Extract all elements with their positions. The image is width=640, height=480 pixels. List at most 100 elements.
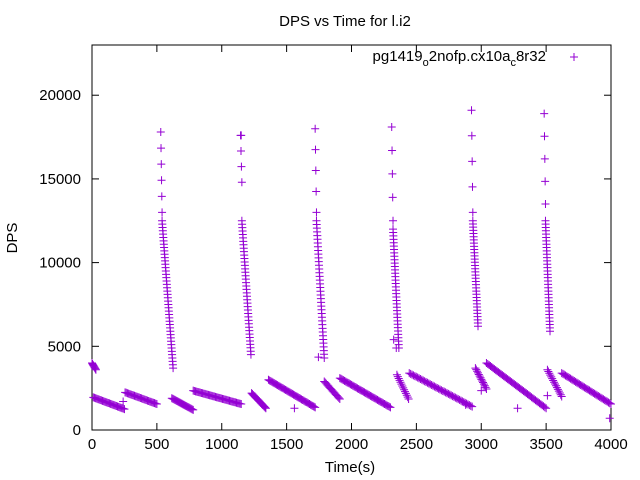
data-point	[477, 375, 486, 384]
data-point	[466, 401, 475, 410]
data-point	[399, 383, 408, 392]
data-point	[261, 403, 270, 412]
data-point	[189, 405, 198, 414]
data-point	[557, 392, 566, 401]
data-point	[540, 109, 549, 118]
x-tick-label: 2500	[400, 436, 433, 453]
data-point	[402, 391, 411, 400]
x-axis-title: Time(s)	[325, 459, 375, 476]
data-point	[461, 400, 470, 409]
data-points	[88, 106, 615, 423]
data-point	[474, 322, 483, 331]
data-point	[482, 384, 491, 393]
data-point	[157, 176, 166, 185]
x-tick-label: 1000	[205, 436, 238, 453]
data-point	[290, 404, 299, 413]
data-point	[156, 128, 165, 137]
data-point	[157, 192, 166, 201]
data-point	[556, 390, 565, 399]
data-point	[479, 378, 488, 387]
data-point	[320, 354, 329, 363]
data-point	[473, 368, 482, 377]
data-point	[467, 106, 476, 115]
data-point	[311, 124, 320, 133]
y-tick-label: 20000	[39, 87, 81, 104]
x-tick-label: 4000	[594, 436, 627, 453]
data-point	[555, 388, 564, 397]
data-point	[388, 193, 397, 202]
data-point	[400, 387, 409, 396]
data-point	[394, 374, 403, 383]
data-point	[404, 395, 413, 404]
data-point	[545, 369, 554, 378]
data-point	[471, 364, 480, 373]
legend: pg1419o2nofp.cx10ac8r32	[373, 48, 578, 69]
data-point	[548, 374, 557, 383]
data-point	[152, 400, 161, 409]
data-point	[550, 378, 559, 387]
data-point	[543, 365, 552, 374]
data-point	[335, 395, 344, 404]
data-point	[260, 402, 269, 411]
data-point	[389, 335, 398, 344]
data-point	[513, 404, 522, 413]
data-point	[474, 370, 483, 379]
data-point	[393, 372, 402, 381]
data-point	[119, 397, 128, 406]
x-tick-label: 0	[88, 436, 96, 453]
data-point	[607, 400, 615, 409]
data-point	[549, 376, 558, 385]
data-point	[403, 393, 412, 402]
data-point	[553, 385, 562, 394]
data-point	[188, 405, 197, 414]
x-tick-label: 3000	[465, 436, 498, 453]
y-tick-label: 5000	[48, 338, 81, 355]
data-point	[388, 169, 397, 178]
data-point	[387, 123, 396, 132]
data-point	[158, 208, 167, 217]
data-point	[398, 381, 407, 390]
data-point	[476, 373, 485, 382]
data-point	[547, 372, 556, 381]
data-point	[400, 385, 409, 394]
data-point	[314, 353, 323, 362]
y-axis-title: DPS	[4, 223, 21, 254]
data-point	[388, 146, 397, 155]
data-point	[392, 370, 401, 379]
data-point	[540, 154, 549, 163]
data-point	[237, 131, 246, 140]
data-point	[554, 387, 563, 396]
data-point	[546, 327, 555, 336]
data-point	[311, 145, 320, 154]
data-point	[551, 380, 560, 389]
data-point	[397, 380, 406, 389]
data-point	[237, 178, 246, 187]
data-point	[311, 166, 320, 175]
data-point	[187, 404, 196, 413]
data-point	[157, 160, 166, 169]
legend-label: pg1419o2nofp.cx10ac8r32	[373, 48, 546, 69]
data-point	[541, 177, 550, 186]
data-point	[543, 391, 552, 400]
data-point	[386, 403, 395, 412]
data-point	[544, 367, 553, 376]
data-point	[237, 162, 246, 171]
data-point	[468, 182, 477, 191]
data-point	[310, 402, 319, 411]
data-point	[540, 132, 549, 141]
data-point	[401, 389, 410, 398]
x-tick-label: 500	[144, 436, 169, 453]
data-point	[479, 380, 488, 389]
data-point	[157, 144, 166, 153]
y-tick-label: 15000	[39, 171, 81, 188]
data-point	[312, 187, 321, 196]
data-point	[468, 208, 477, 217]
data-point	[477, 386, 486, 395]
data-point	[90, 363, 99, 372]
plot-frame	[91, 44, 612, 431]
x-tick-label: 2000	[335, 436, 368, 453]
chart-title: DPS vs Time for l.i2	[279, 13, 411, 30]
data-point	[468, 157, 477, 166]
